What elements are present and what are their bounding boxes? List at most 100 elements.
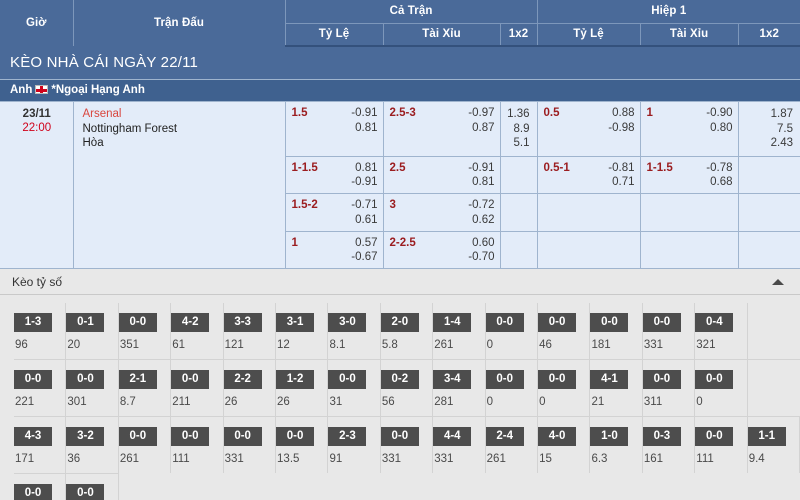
ft-overunder-cell[interactable]: 2.5-3 -0.97 0.87 (383, 101, 501, 157)
score-odd: 9.4 (748, 453, 765, 465)
h1-1x2-cell[interactable]: 1.87 7.5 2.43 (738, 101, 800, 157)
score-cell[interactable]: 0-0 351 (118, 303, 172, 359)
score-badge: 2-1 (118, 370, 157, 389)
score-cell[interactable]: 4-2 61 (171, 303, 224, 359)
score-cell[interactable]: 3-3 121 (223, 303, 277, 359)
h1-handicap-cell[interactable]: 0.5 0.88 -0.98 (537, 101, 641, 157)
score-cell[interactable]: 1-4 261 (433, 303, 486, 359)
score-cell[interactable]: 0-0 46 (538, 303, 591, 359)
h1-overunder-cell[interactable]: 1-1.5 -0.78 0.68 (640, 156, 739, 194)
ft-1x2-cell[interactable]: 1.36 8.9 5.1 (500, 101, 538, 157)
table-row[interactable]: 1 0.57 -0.67 2-2.5 0.60 -0.70 (0, 231, 800, 269)
score-cell[interactable]: 0-0 301 (66, 359, 119, 416)
score-odd: 331 (643, 339, 664, 351)
score-cell[interactable]: 0-4 321 (695, 303, 748, 359)
score-badge: 0-0 (642, 313, 681, 332)
score-cell[interactable]: 4-1 21 (590, 359, 643, 416)
score-cell[interactable]: 2-3 91 (328, 416, 381, 473)
ft-overunder-cell[interactable]: 3 -0.72 0.62 (383, 193, 501, 232)
table-row[interactable]: 23/11 22:00 Arsenal Nottingham Forest Hò… (0, 101, 800, 269)
score-cell[interactable]: 3-4 281 (433, 359, 486, 416)
score-cell[interactable]: 2-1 8.7 (118, 359, 172, 416)
table-row[interactable]: 1-1.5 0.81 -0.91 2.5 -0.91 0.81 0.5-1 -0.81… (0, 156, 800, 194)
score-odd: 36 (67, 453, 81, 465)
ft-overunder-odd-2: 0.87 (472, 121, 495, 134)
score-odd: 261 (434, 339, 454, 351)
score-badge: 0-0 (118, 427, 157, 446)
score-cell[interactable]: 4-3 171 (14, 416, 67, 473)
score-odd: 211 (172, 396, 191, 408)
score-cell[interactable]: 0-0 331 (642, 303, 696, 359)
ft-handicap-cell[interactable]: 1.5-2 -0.71 0.61 (285, 193, 384, 232)
score-badge: 0-0 (538, 370, 577, 389)
score-cell[interactable]: 0-0 331 (380, 416, 434, 473)
correct-score-header[interactable]: Kèo tỷ số (0, 269, 800, 295)
score-odd: 301 (67, 396, 87, 408)
date-title-text: KÈO NHÀ CÁI NGÀY 22/11 (0, 46, 800, 80)
triangle-up-icon[interactable] (772, 279, 784, 285)
ft-handicap-odd-2: -0.67 (351, 251, 378, 263)
score-odd: 0 (486, 339, 494, 351)
score-row: 1-3 96 0-1 20 0-0 351 4-2 61 3-3 121 3-1 12 3-0 8.1 2-… (14, 303, 800, 359)
ft-overunder-line: 2.5 (389, 161, 406, 174)
score-cell[interactable]: 1-1 9.4 (747, 416, 800, 473)
header-group-firsthalf: Hiệp 1 (537, 0, 800, 24)
score-cell[interactable]: 1-3 96 (14, 303, 67, 359)
score-cell[interactable]: 3-0 8.1 (328, 303, 381, 359)
league-band[interactable]: Anh *Ngoại Hạng Anh (0, 79, 800, 102)
score-cell[interactable]: 4-0 15 (538, 416, 591, 473)
ft-handicap-odd-2: 0.81 (355, 121, 378, 134)
table-row[interactable]: 1.5-2 -0.71 0.61 3 -0.72 0.62 (0, 193, 800, 232)
score-cell[interactable]: 0-0 111 (695, 416, 748, 473)
score-cell[interactable]: 3-1 12 (276, 303, 329, 359)
score-cell[interactable]: 0-0 221 (14, 359, 67, 416)
h1-overunder-cell (640, 231, 739, 269)
ft-1x2-draw: 8.9 (513, 122, 530, 135)
ft-handicap-line: 1 (291, 236, 298, 249)
h1-overunder-cell (640, 193, 739, 232)
score-badge: 0-0 (695, 427, 734, 446)
score-cell[interactable]: 0-0 13.5 (276, 416, 329, 473)
ft-handicap-cell[interactable]: 1 0.57 -0.67 (285, 231, 384, 269)
score-cell[interactable]: 0-0 111 (171, 416, 224, 473)
score-badge: 0-0 (223, 427, 262, 446)
score-cell[interactable]: 0-00 (66, 473, 119, 500)
score-odd: 91 (329, 453, 343, 465)
ft-handicap-odd-1: -0.71 (351, 199, 378, 211)
header-h1-1x2: 1x2 (738, 23, 800, 47)
h1-handicap-cell[interactable]: 0.5-1 -0.81 0.71 (537, 156, 641, 194)
score-cell[interactable]: 4-4 331 (433, 416, 486, 473)
score-cell[interactable]: 0-0 311 (642, 359, 696, 416)
score-cell[interactable]: 0-2 56 (380, 359, 434, 416)
h1-overunder-cell[interactable]: 1 -0.90 0.80 (640, 101, 739, 157)
score-cell[interactable]: 0-0 261 (118, 416, 172, 473)
score-cell[interactable]: 2-0 5.8 (380, 303, 434, 359)
score-cell[interactable]: 0-0 181 (590, 303, 643, 359)
h1-handicap-odd-1: -0.81 (608, 161, 635, 174)
score-cell[interactable]: 0-081 (14, 473, 67, 500)
score-cell[interactable]: 2-2 26 (223, 359, 277, 416)
score-cell[interactable]: 0-3 161 (642, 416, 696, 473)
ft-handicap-cell[interactable]: 1.5 -0.91 0.81 (285, 101, 384, 157)
correct-score-grid: 1-3 96 0-1 20 0-0 351 4-2 61 3-3 121 3-1 12 3-0 8.1 2-… (0, 295, 800, 500)
ft-overunder-cell[interactable]: 2-2.5 0.60 -0.70 (383, 231, 501, 269)
score-cell[interactable]: 2-4 261 (485, 416, 539, 473)
score-odd: 351 (119, 339, 139, 351)
score-cell[interactable]: 1-0 6.3 (590, 416, 643, 473)
score-cell[interactable]: 0-1 20 (66, 303, 119, 359)
score-cell[interactable]: 0-0 211 (171, 359, 224, 416)
score-cell[interactable]: 3-2 36 (66, 416, 119, 473)
score-cell[interactable]: 0-0 31 (328, 359, 381, 416)
score-cell[interactable]: 0-0 0 (538, 359, 591, 416)
ft-overunder-cell[interactable]: 2.5 -0.91 0.81 (383, 156, 501, 194)
ft-handicap-cell[interactable]: 1-1.5 0.81 -0.91 (285, 156, 384, 194)
score-odd: 0 (539, 396, 546, 408)
score-cell[interactable]: 0-0 331 (223, 416, 277, 473)
ft-handicap-line: 1.5-2 (291, 199, 318, 211)
score-row: 0-0810-000-000-000-000-000-000-000-000-0… (14, 473, 800, 500)
table-header-group-row: Giờ Trận Đấu Cả Trận Hiệp 1 (0, 0, 800, 47)
score-cell[interactable]: 1-2 26 (276, 359, 329, 416)
